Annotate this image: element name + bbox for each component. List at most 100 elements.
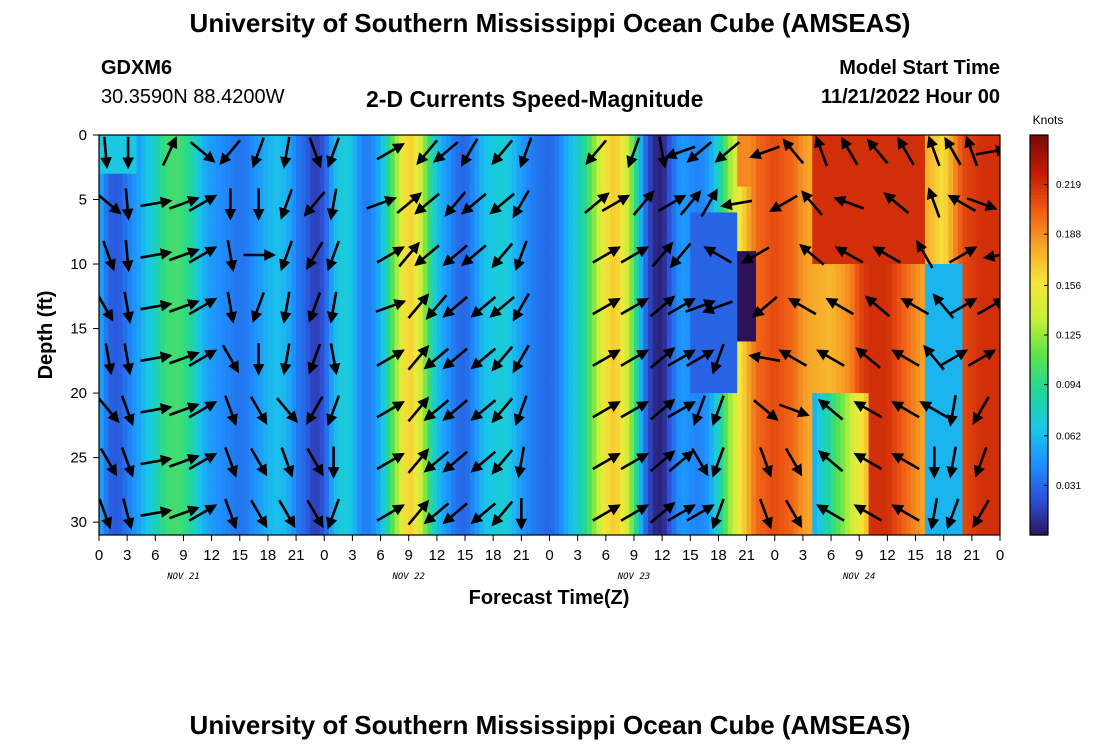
- heatmap-cell: [788, 276, 795, 291]
- heatmap-cell: [404, 302, 410, 317]
- heatmap-cell: [366, 225, 372, 239]
- heatmap-cell: [310, 160, 316, 175]
- heatmap-cell: [582, 354, 588, 368]
- heatmap-cell: [197, 186, 203, 201]
- heatmap-cell: [694, 264, 701, 278]
- heatmap-cell: [540, 380, 546, 394]
- heatmap-cell: [249, 367, 255, 381]
- heatmap-cell: [784, 393, 790, 407]
- heatmap-cell: [624, 135, 630, 149]
- heatmap-cell: [361, 341, 368, 355]
- heatmap-cell: [385, 225, 391, 239]
- heatmap-cell: [380, 431, 386, 446]
- heatmap-cell: [549, 147, 555, 162]
- heatmap-cell: [845, 393, 851, 407]
- heatmap-cell: [709, 264, 715, 278]
- heatmap-cell: [389, 173, 396, 188]
- heatmap-cell: [732, 380, 738, 394]
- heatmap-cell: [774, 302, 781, 317]
- heatmap-cell: [272, 147, 278, 162]
- heatmap-cell: [826, 341, 832, 355]
- heatmap-cell: [235, 509, 241, 523]
- heatmap-cell: [141, 444, 147, 459]
- heatmap-cell: [709, 212, 715, 226]
- heatmap-cell: [99, 457, 105, 472]
- heatmap-cell: [253, 173, 260, 188]
- heatmap-cell: [117, 522, 124, 535]
- heatmap-cell: [347, 135, 353, 149]
- heatmap-cell: [821, 302, 827, 317]
- heatmap-cell: [601, 264, 607, 278]
- heatmap-cell: [361, 302, 368, 317]
- heatmap-cell: [122, 251, 128, 265]
- heatmap-cell: [540, 444, 546, 459]
- heatmap-cell: [643, 225, 649, 239]
- heatmap-cell: [474, 393, 480, 407]
- heatmap-cell: [526, 251, 532, 265]
- heatmap-cell: [826, 315, 832, 330]
- heatmap-cell: [465, 135, 471, 149]
- heatmap-cell: [760, 354, 766, 368]
- heatmap-cell: [718, 225, 724, 239]
- heatmap-cell: [558, 315, 565, 330]
- heatmap-cell: [338, 431, 344, 446]
- heatmap-cell: [779, 405, 785, 420]
- heatmap-cell: [657, 522, 663, 535]
- heatmap-cell: [502, 522, 508, 535]
- heatmap-cell: [685, 341, 691, 355]
- heatmap-cell: [343, 186, 349, 201]
- heatmap-cell: [413, 522, 419, 535]
- heatmap-cell: [760, 173, 766, 188]
- heatmap-cell: [779, 328, 785, 343]
- heatmap-cell: [535, 470, 541, 484]
- heatmap-cell: [676, 328, 682, 343]
- heatmap-cell: [145, 444, 152, 459]
- heatmap-cell: [816, 380, 823, 394]
- heatmap-cell: [629, 251, 635, 265]
- heatmap-cell: [835, 405, 842, 420]
- heatmap-cell: [694, 160, 701, 175]
- heatmap-cell: [643, 418, 649, 433]
- heatmap-cell: [131, 199, 138, 214]
- heatmap-cell: [572, 315, 579, 330]
- heatmap-cell: [582, 302, 588, 317]
- heatmap-cell: [568, 457, 574, 472]
- heatmap-cell: [765, 509, 771, 523]
- heatmap-cell: [530, 147, 537, 162]
- heatmap-cell: [366, 289, 372, 304]
- heatmap-cell: [446, 522, 452, 535]
- heatmap-cell: [558, 483, 565, 497]
- heatmap-cell: [361, 199, 368, 214]
- heatmap-cell: [483, 276, 490, 291]
- heatmap-cell: [206, 457, 213, 472]
- heatmap-cell: [347, 251, 353, 265]
- heatmap-cell: [117, 380, 124, 394]
- heatmap-cell: [840, 264, 846, 278]
- heatmap-cell: [300, 212, 307, 226]
- heatmap-cell: [188, 212, 194, 226]
- heatmap-cell: [704, 483, 710, 497]
- heatmap-cell: [727, 354, 734, 368]
- heatmap-cell: [821, 405, 827, 420]
- heatmap-cell: [404, 173, 410, 188]
- heatmap-cell: [375, 483, 382, 497]
- heatmap-cell: [202, 160, 208, 175]
- heatmap-cell: [164, 367, 170, 381]
- heatmap-cell: [587, 251, 593, 265]
- heatmap-cell: [300, 264, 307, 278]
- heatmap-cell: [389, 470, 396, 484]
- heatmap-cell: [225, 135, 231, 149]
- heatmap-cell: [587, 444, 593, 459]
- heatmap-cell: [831, 431, 837, 446]
- heatmap-cell: [267, 483, 274, 497]
- heatmap-cell: [296, 470, 302, 484]
- heatmap-cell: [366, 302, 372, 317]
- heatmap-cell: [361, 457, 368, 472]
- heatmap-cell: [709, 457, 715, 472]
- heatmap-cell: [849, 289, 856, 304]
- heatmap-cell: [831, 251, 837, 265]
- heatmap-cell: [751, 212, 757, 226]
- heatmap-cell: [793, 496, 799, 510]
- heatmap-cell: [821, 509, 827, 523]
- heatmap-cell: [690, 289, 696, 304]
